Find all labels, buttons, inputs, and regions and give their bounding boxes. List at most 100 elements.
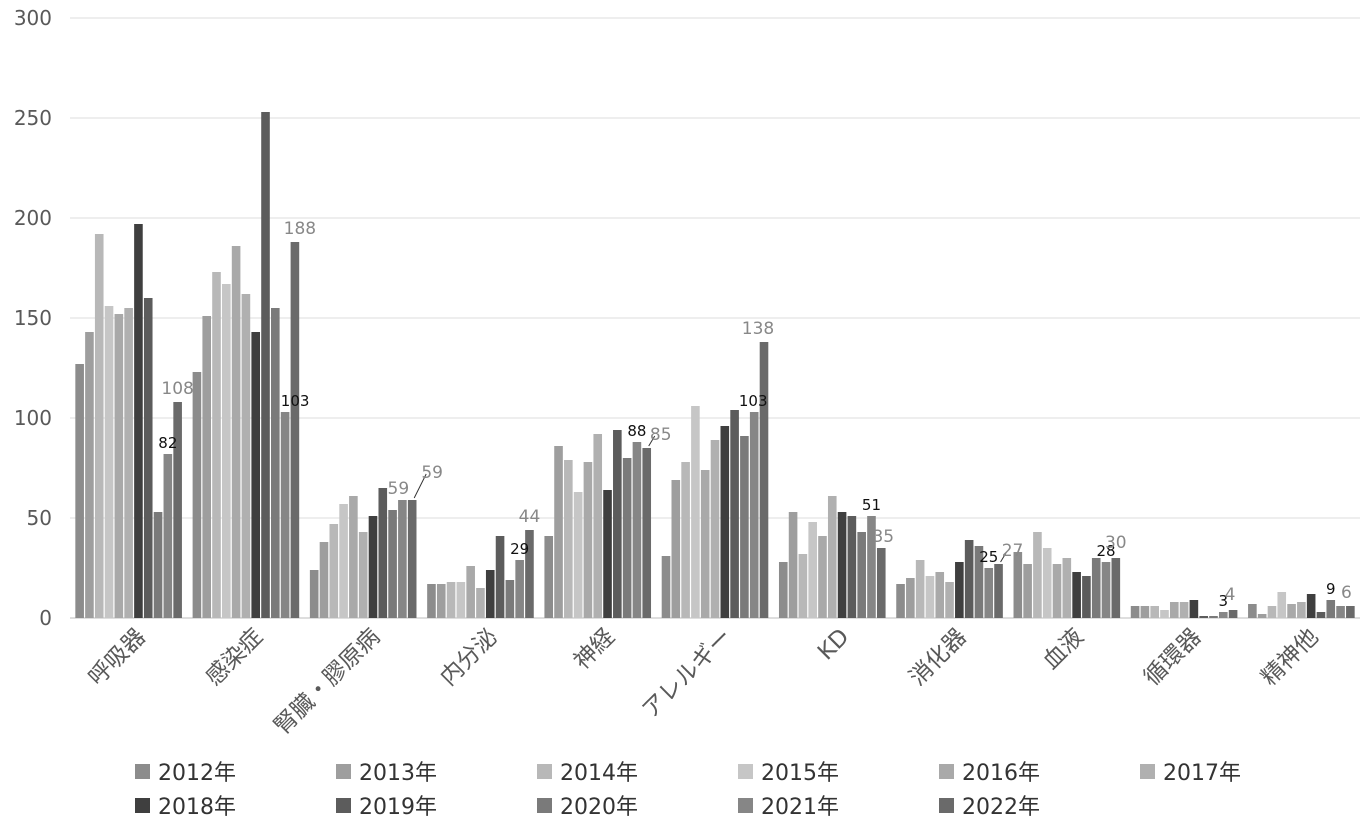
legend-label: 2017年: [1163, 761, 1241, 786]
bar: [554, 446, 563, 618]
bar: [1209, 616, 1218, 618]
bar: [935, 572, 945, 618]
legend-label: 2012年: [158, 761, 236, 786]
y-tick-label: 0: [39, 606, 52, 630]
bar: [1179, 602, 1189, 618]
legend-swatch: [135, 797, 150, 813]
data-label: 103: [281, 392, 310, 410]
y-axis-ticks: 0 50 100 150 200 250 300: [14, 6, 52, 630]
bar: [388, 510, 397, 618]
bar: [671, 480, 681, 618]
bar: [544, 536, 554, 618]
bar: [573, 492, 583, 618]
legend-swatch: [135, 763, 150, 779]
bar: [720, 426, 730, 618]
bar: [564, 460, 573, 618]
legend-item: 2021年: [738, 789, 839, 821]
bar: [1130, 606, 1140, 618]
bar: [1267, 606, 1277, 618]
bar: [1297, 602, 1306, 618]
bar: [778, 562, 788, 618]
bar: [1257, 614, 1267, 618]
bar: [124, 308, 133, 618]
bar: [427, 584, 436, 618]
bar: [251, 332, 261, 618]
bar: [1111, 558, 1121, 618]
bar: [476, 588, 485, 618]
legend-item: 2019年: [336, 789, 437, 821]
bar: [710, 440, 720, 618]
legend-label: 2020年: [560, 795, 638, 820]
x-category-label: 腎臓・膠原病: [269, 624, 385, 740]
bar: [114, 314, 124, 618]
legend-item: 2014年: [537, 755, 638, 787]
bar: [1189, 600, 1199, 618]
bar: [525, 530, 534, 618]
legend-swatch: [939, 797, 954, 813]
x-axis-categories: 呼吸器 感染症 腎臓・膠原病 内分泌 神経 アレルギー KD 消化器 血液 循環器 精神他: [84, 624, 1324, 740]
bar: [1062, 558, 1072, 618]
legend-swatch: [738, 797, 753, 813]
bar: [1042, 548, 1052, 618]
bar: [1072, 572, 1081, 618]
data-label: 51: [862, 496, 881, 514]
bar: [818, 536, 827, 618]
y-tick-label: 200: [14, 206, 52, 230]
bar: [632, 442, 642, 618]
bar: [134, 224, 143, 618]
bar: [857, 532, 866, 618]
bar: [212, 272, 221, 618]
bar: [104, 306, 114, 618]
data-label: 108: [161, 379, 193, 399]
legend-swatch: [336, 763, 351, 779]
bar: [1306, 594, 1316, 618]
legend-label: 2021年: [761, 795, 839, 820]
bar: [241, 294, 251, 618]
data-label: 27: [1002, 541, 1024, 561]
bar: [407, 500, 417, 618]
bar: [847, 516, 857, 618]
bar: [730, 410, 739, 618]
legend-item: 2020年: [537, 789, 638, 821]
legend-item: 2013年: [336, 755, 437, 787]
bar: [906, 578, 915, 618]
bar: [876, 548, 886, 618]
bar: [681, 462, 690, 618]
bar: [994, 564, 1003, 618]
data-label: 3: [1219, 592, 1229, 610]
bar: [740, 436, 749, 618]
y-tick-label: 100: [14, 406, 52, 430]
legend-item: 2015年: [738, 755, 839, 787]
legend-item: 2012年: [135, 755, 236, 787]
x-category-label: 血液: [1038, 624, 1089, 675]
legend-item: 2018年: [135, 789, 236, 821]
bar: [143, 298, 153, 618]
y-tick-label: 150: [14, 306, 52, 330]
bar: [984, 568, 994, 618]
bar: [1228, 610, 1238, 618]
bar: [271, 308, 280, 618]
bar: [974, 546, 984, 618]
x-category-label: 消化器: [905, 624, 972, 691]
bar: [163, 454, 173, 618]
bar: [319, 542, 329, 618]
bar: [700, 470, 710, 618]
legend-label: 2019年: [359, 795, 437, 820]
data-label: 25: [979, 548, 998, 566]
bar: [925, 576, 935, 618]
bar: [1218, 612, 1228, 618]
bar: [173, 402, 182, 618]
bar: [1160, 610, 1169, 618]
data-label: 35: [872, 527, 894, 547]
bar: [915, 560, 925, 618]
legend-swatch: [1140, 763, 1155, 779]
bar: [827, 496, 837, 618]
legend-item: 2016年: [939, 755, 1040, 787]
legend-label: 2016年: [962, 761, 1040, 786]
bars: [75, 112, 1355, 618]
data-label: 29: [510, 540, 529, 558]
bar: [945, 582, 954, 618]
legend-swatch: [939, 763, 954, 779]
bar: [202, 316, 212, 618]
bar: [290, 242, 300, 618]
